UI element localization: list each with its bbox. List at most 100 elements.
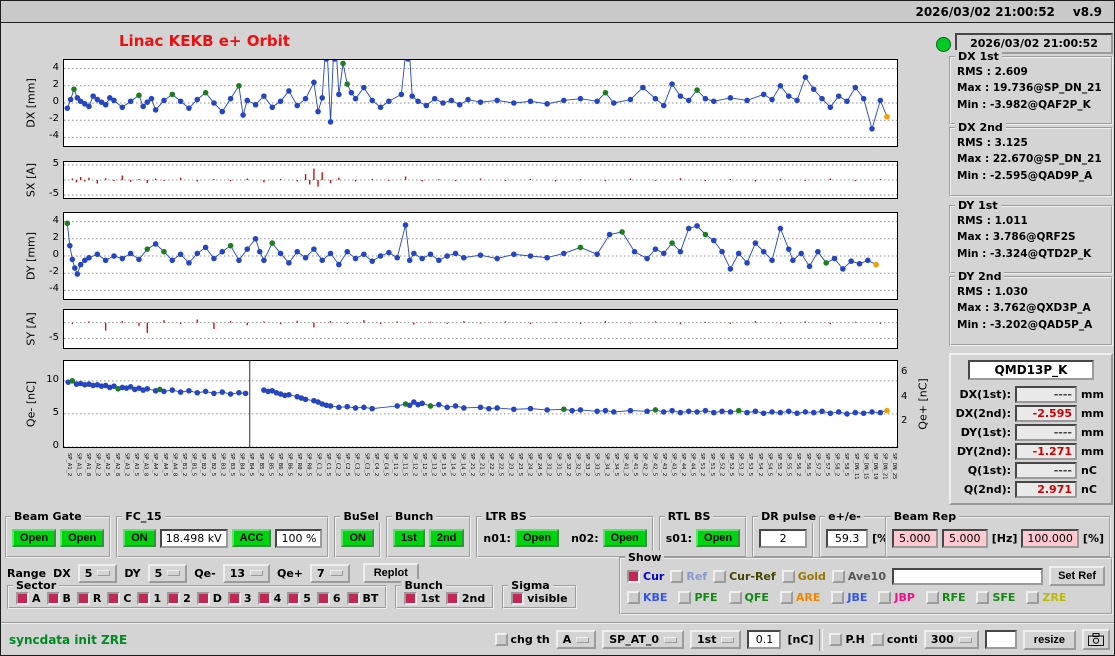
show-gold-checkbox[interactable]: Gold — [781, 569, 826, 583]
resize-button[interactable]: resize — [1022, 629, 1076, 650]
set-ref-button[interactable]: Set Ref — [1049, 566, 1105, 586]
sector-checkbox-c[interactable]: C — [107, 592, 131, 605]
monitor-row-label: DX(1st): — [959, 388, 1011, 401]
replot-button[interactable]: Replot — [362, 563, 419, 583]
beam-gate-open-1-button[interactable]: Open — [12, 529, 57, 547]
plot-sy — [63, 309, 898, 349]
option-menu-indicator — [167, 570, 181, 576]
monitor-row-unit: mm — [1081, 445, 1104, 458]
fc15-on-button[interactable]: ON — [123, 529, 156, 547]
range-dx-label: DX — [53, 566, 71, 580]
monitor-row: Q(2nd): 2.971 nC — [955, 481, 1107, 498]
monitor-row: DY(1st): ---- mm — [955, 424, 1107, 441]
show-jbp-checkbox[interactable]: JBP — [878, 591, 915, 604]
show-ave10-checkbox[interactable]: Ave10 — [831, 569, 886, 583]
show-sfe-checkbox[interactable]: SFE — [976, 591, 1015, 604]
sector-checkbox-r[interactable]: R — [76, 592, 101, 605]
show-pfe-checkbox[interactable]: PFE — [678, 591, 718, 604]
status-bar-controls: chg th A SP_AT_0 1st 0.1 [nC] P.H conti … — [494, 628, 1110, 651]
ph-checkbox[interactable]: P.H — [829, 633, 865, 646]
sector-checkbox-b[interactable]: B — [46, 592, 71, 605]
bunch-1st-button[interactable]: 1st — [392, 529, 425, 547]
show-row-2: KBE PFE QFE ARE JBE JBP RFE SFE ZRE — [627, 591, 1105, 604]
screenshot-button[interactable] — [1082, 629, 1110, 650]
sigma-visible-checkbox[interactable]: visible — [511, 592, 568, 605]
monitor-name-field[interactable]: QMD13P_K — [968, 360, 1094, 380]
show-ref-checkbox[interactable]: Ref — [670, 569, 707, 583]
separator — [819, 628, 824, 651]
checkbox-indicator — [16, 592, 29, 605]
show-rfe-checkbox[interactable]: RFE — [925, 591, 965, 604]
bpm-name-labels: SP_A1_2 SP_A1_5 SP_A1_8 SP_A2_2 SP_A2_5 SP_A2… — [66, 453, 897, 480]
svg-text:SP_43_2: SP_43_2 — [661, 453, 667, 476]
checkbox-label: QFE — [744, 591, 769, 604]
checkbox-indicator — [925, 591, 939, 604]
show-zre-checkbox[interactable]: ZRE — [1026, 591, 1066, 604]
rtl-bs-group: RTL BS s01: Open — [658, 510, 748, 558]
sector-checkbox-2[interactable]: 2 — [167, 592, 191, 605]
bunch-2nd-checkbox[interactable]: 2nd — [445, 592, 485, 605]
fc15-group: FC_15 ON 18.498 kV ACC 100 % — [116, 510, 330, 558]
sector-select[interactable]: A — [555, 630, 597, 649]
beam-rep-value-3: 100.000 — [1021, 528, 1079, 548]
beam-rep-hz-unit: [Hz] — [991, 531, 1018, 545]
interval-select[interactable]: 300 — [923, 630, 979, 649]
svg-text:SP_C2_2: SP_C2_2 — [335, 453, 341, 476]
stats-title: DY 1st — [955, 199, 1001, 212]
bunch-order-select[interactable]: 1st — [690, 630, 742, 649]
monitor-row-unit: mm — [1081, 407, 1104, 420]
dy-plot-canvas — [64, 220, 897, 291]
axis-label-dy: DY [mm] — [24, 231, 38, 281]
sector-checkbox-d[interactable]: D — [196, 592, 222, 605]
y-axis-tick-label: 0 — [52, 440, 59, 451]
conti-checkbox[interactable]: conti — [870, 633, 918, 646]
fc15-acc-button[interactable]: ACC — [231, 529, 272, 547]
range-dy-select[interactable]: 5 — [147, 563, 188, 583]
svg-text:SP_R0_2: SP_R0_2 — [296, 453, 302, 476]
bunch-1st-checkbox[interactable]: 1st — [404, 592, 440, 605]
svg-text:SP_A4_2: SP_A4_2 — [152, 453, 158, 476]
range-qe-minus-select[interactable]: 13 — [222, 563, 270, 583]
option-menu-indicator — [97, 570, 111, 576]
sector-checkbox-bt[interactable]: BT — [346, 592, 378, 605]
svg-text:SP_51_2: SP_51_2 — [699, 453, 705, 476]
ref-file-input[interactable] — [891, 567, 1044, 585]
sector-checkbox-a[interactable]: A — [16, 592, 41, 605]
ltr-bs-group: LTR BS n01: Open n02: Open — [476, 510, 654, 558]
busel-on-button[interactable]: ON — [341, 529, 374, 547]
sector-checkbox-6[interactable]: 6 — [316, 592, 341, 605]
svg-text:SP_B1_5: SP_B1_5 — [191, 453, 197, 476]
checkbox-label: Gold — [797, 569, 826, 583]
svg-text:SP_B5_5: SP_B5_5 — [267, 453, 273, 476]
bunch-2nd-button[interactable]: 2nd — [428, 529, 465, 547]
bpm-select[interactable]: SP_AT_0 — [602, 630, 685, 649]
checkbox-label: 3 — [243, 592, 252, 605]
show-cur-ref-checkbox[interactable]: Cur-Ref — [713, 569, 776, 583]
show-qfe-checkbox[interactable]: QFE — [728, 591, 769, 604]
svg-text:SP_DN_11: SP_DN_11 — [853, 453, 859, 480]
svg-text:SP_A1_8: SP_A1_8 — [85, 453, 91, 476]
svg-text:SP_DN_19: SP_DN_19 — [872, 453, 878, 480]
show-are-checkbox[interactable]: ARE — [779, 591, 820, 604]
show-jbe-checkbox[interactable]: JBE — [831, 591, 867, 604]
bunch-group: Bunch 1st 2nd — [385, 510, 472, 558]
chg-th-checkbox[interactable]: chg th — [494, 633, 550, 646]
aux-field[interactable] — [984, 630, 1017, 649]
ltr-n02-open-button[interactable]: Open — [602, 529, 647, 547]
sector-checkbox-4[interactable]: 4 — [257, 592, 281, 605]
option-menu-indicator — [721, 636, 735, 643]
sector-checkbox-5[interactable]: 5 — [287, 592, 311, 605]
sector-checkbox-3[interactable]: 3 — [227, 592, 252, 605]
show-kbe-checkbox[interactable]: KBE — [627, 591, 667, 604]
sector-checkbox-1[interactable]: 1 — [137, 592, 161, 605]
svg-text:SP_A3_2: SP_A3_2 — [123, 453, 129, 476]
dr-pulse-field[interactable]: 2 — [759, 528, 808, 548]
range-row: Range DX 5 DY 5 Qe- 13 Qe+ 7 Replot — [7, 561, 419, 585]
beam-gate-open-2-button[interactable]: Open — [60, 529, 105, 547]
ltr-n01-open-button[interactable]: Open — [514, 529, 560, 547]
threshold-field[interactable]: 0.1 — [747, 630, 782, 649]
rtl-s01-open-button[interactable]: Open — [696, 529, 741, 547]
range-qe-plus-select[interactable]: 7 — [310, 563, 350, 583]
range-dx-select[interactable]: 5 — [77, 563, 118, 583]
show-cur-checkbox[interactable]: Cur — [627, 569, 664, 583]
